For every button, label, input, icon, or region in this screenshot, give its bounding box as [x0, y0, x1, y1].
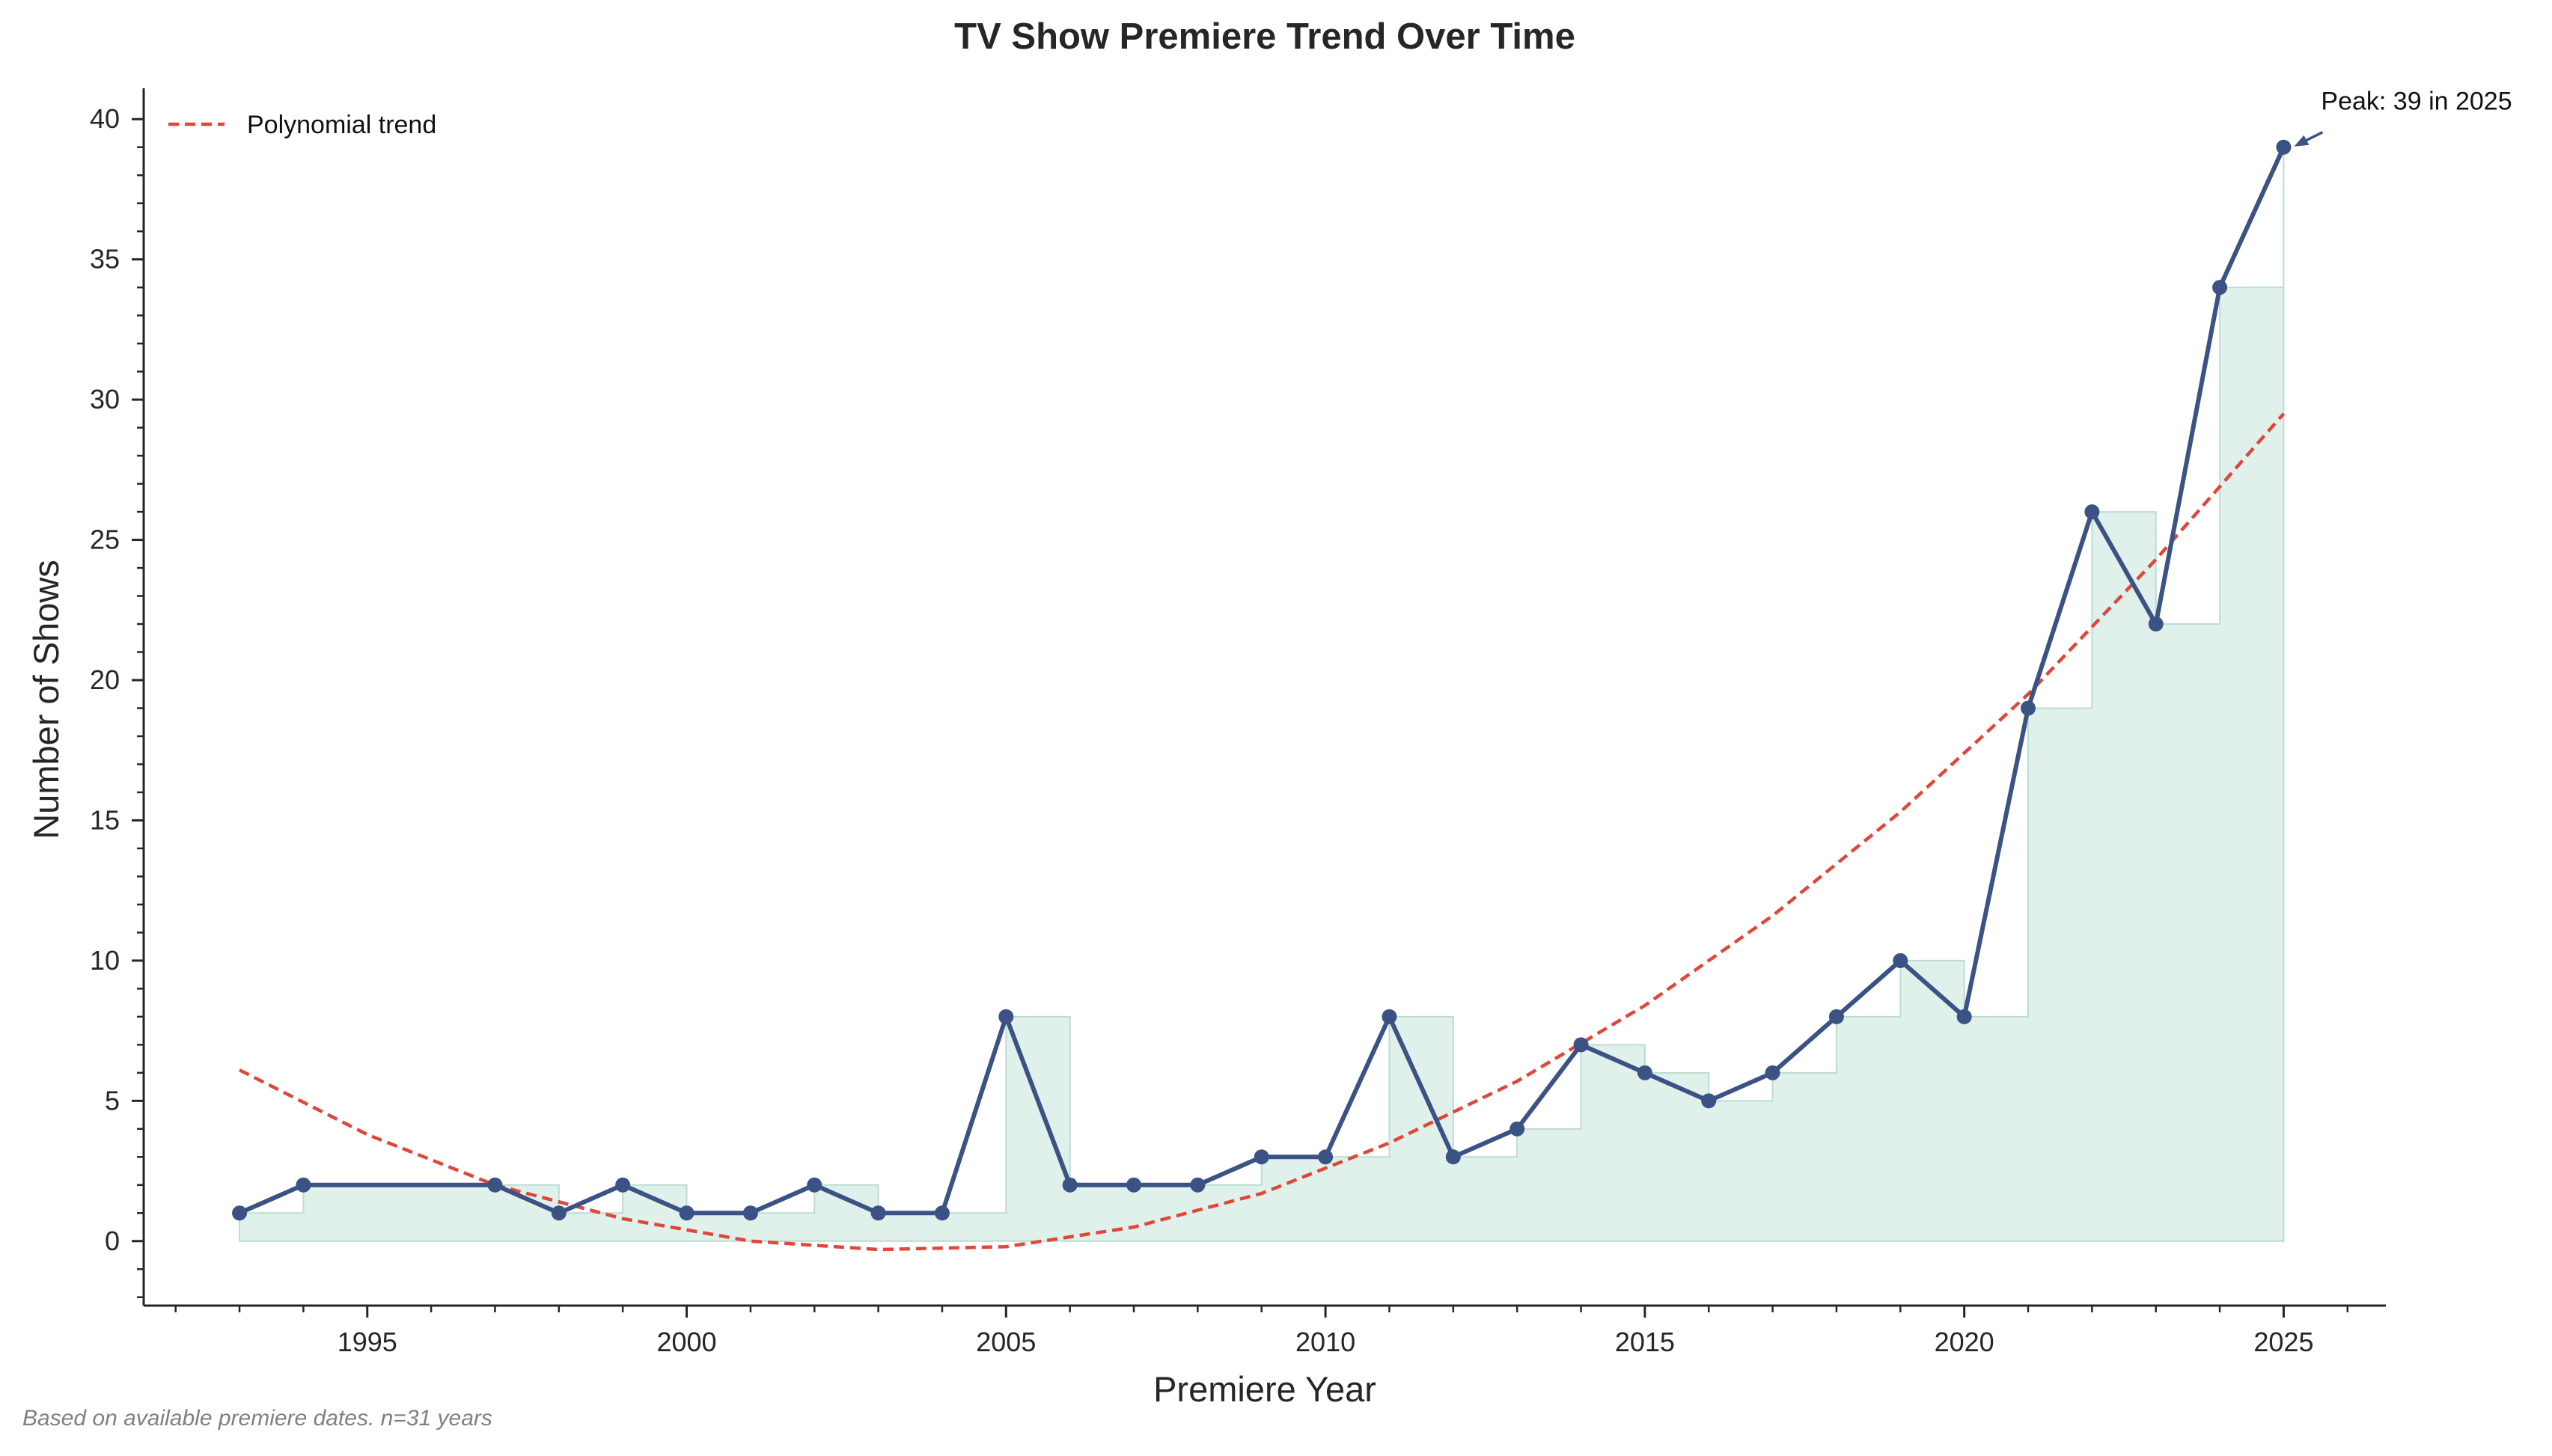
data-point [742, 1205, 758, 1221]
data-point [296, 1177, 311, 1193]
data-point [2276, 139, 2292, 155]
data-point [934, 1205, 950, 1221]
data-point [1318, 1149, 1334, 1165]
data-point [551, 1205, 567, 1221]
x-tick-label: 2010 [1295, 1327, 1355, 1357]
y-tick-label: 25 [90, 524, 120, 555]
data-point [232, 1205, 248, 1221]
data-point [1254, 1149, 1269, 1165]
data-point [615, 1177, 631, 1193]
y-tick-label: 0 [105, 1226, 120, 1256]
y-axis-label: Number of Shows [26, 560, 66, 839]
y-tick-label: 15 [90, 804, 120, 835]
peak-annotation: Peak: 39 in 2025 [2321, 88, 2512, 116]
data-point [1126, 1177, 1142, 1193]
x-tick-label: 2025 [2253, 1327, 2313, 1357]
data-point [1765, 1065, 1780, 1080]
legend: Polynomial trend [168, 111, 436, 139]
data-point [1190, 1177, 1206, 1193]
x-tick-label: 2005 [976, 1327, 1036, 1357]
data-point [1956, 1009, 1972, 1024]
data-point [1828, 1009, 1844, 1024]
data-point [998, 1009, 1014, 1024]
chart-title: TV Show Premiere Trend Over Time [954, 16, 1575, 57]
y-tick-label: 10 [90, 945, 120, 976]
y-tick-label: 5 [105, 1085, 120, 1116]
footnote: Based on available premiere dates. n=31 … [22, 1406, 492, 1431]
x-tick-label: 2000 [656, 1327, 716, 1357]
data-point [1509, 1121, 1525, 1137]
data-point [1637, 1065, 1652, 1080]
data-point [1893, 952, 1908, 968]
x-tick-label: 2020 [1935, 1327, 1994, 1357]
legend-trend-label: Polynomial trend [247, 111, 436, 139]
y-tick-label: 35 [90, 244, 120, 275]
data-point [1573, 1037, 1589, 1053]
data-point [870, 1205, 886, 1221]
data-point [487, 1177, 503, 1193]
data-point [1062, 1177, 1078, 1193]
y-tick-label: 40 [90, 103, 120, 134]
data-point [2212, 280, 2228, 296]
data-point [2021, 700, 2036, 716]
y-tick-label: 20 [90, 664, 120, 695]
data-point [1445, 1149, 1461, 1165]
step-fill-area [239, 147, 2285, 1242]
data-point [807, 1177, 822, 1193]
y-tick-label: 30 [90, 384, 120, 415]
data-point [1701, 1093, 1717, 1109]
data-point [2084, 504, 2100, 520]
data-point [1382, 1009, 1397, 1024]
trend-line [239, 412, 2286, 1252]
x-axis-label: Premiere Year [1153, 1369, 1376, 1409]
data-point [679, 1205, 695, 1221]
x-tick-label: 1995 [338, 1327, 397, 1357]
x-tick-label: 2015 [1615, 1327, 1675, 1357]
peak-arrow-head [2294, 135, 2310, 147]
data-point [2148, 617, 2164, 632]
